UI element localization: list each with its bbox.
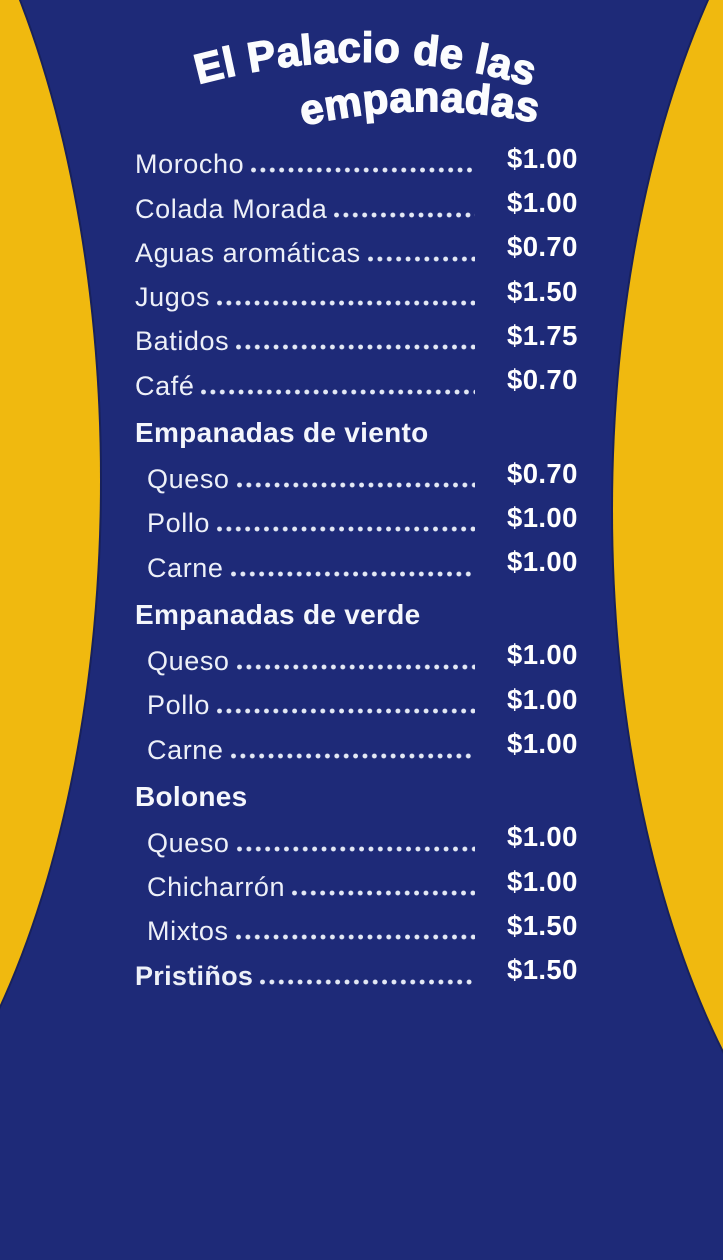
restaurant-title: El Palacio de las empanadas xyxy=(189,23,544,135)
item-name: Batidos xyxy=(135,326,230,357)
menu-row: Carne $1.00 xyxy=(135,725,591,769)
menu-row: Pollo $1.00 xyxy=(135,681,591,725)
menu-list: Morocho $1.00 Colada Morada $1.00 Aguas … xyxy=(135,140,591,996)
item-name: Queso xyxy=(147,827,230,858)
menu-row: Colada Morada $1.00 xyxy=(135,184,591,228)
section-header-bolones: Bolones xyxy=(135,770,591,819)
menu-row: Queso $0.70 xyxy=(135,455,591,499)
section-header-empanadas-de-viento: Empanadas de viento xyxy=(135,406,591,455)
menu-row: Aguas aromáticas $0.70 xyxy=(135,229,591,273)
dotted-leader xyxy=(228,750,475,761)
item-price: $1.00 xyxy=(507,546,578,578)
menu-row: Batidos $1.75 xyxy=(135,317,591,361)
menu-row: Chicharrón $1.00 xyxy=(135,863,591,907)
item-price: $0.70 xyxy=(507,364,578,396)
dotted-leader xyxy=(234,342,475,353)
menu-row: Pollo $1.00 xyxy=(135,499,591,543)
dotted-leader xyxy=(365,253,475,264)
menu-row: Carne $1.00 xyxy=(135,543,591,587)
item-price: $1.00 xyxy=(507,728,578,760)
left-yellow-shape xyxy=(0,0,100,1230)
item-price: $0.70 xyxy=(507,231,578,263)
section-header-empanadas-de-verde: Empanadas de verde xyxy=(135,588,591,637)
item-price: $1.00 xyxy=(507,187,578,219)
item-name: Chicharrón xyxy=(147,872,286,903)
dotted-leader xyxy=(290,888,475,899)
menu-row: Café $0.70 xyxy=(135,361,591,405)
item-price: $1.50 xyxy=(507,954,578,986)
item-price: $1.00 xyxy=(507,865,578,897)
item-name: Pristiños xyxy=(135,960,254,991)
menu-row: Mixtos $1.50 xyxy=(135,907,591,951)
dotted-leader xyxy=(332,209,475,220)
menu-row: Pristiños $1.50 xyxy=(135,951,591,995)
dotted-leader xyxy=(215,706,475,717)
menu-row: Jugos $1.50 xyxy=(135,273,591,317)
item-price: $0.70 xyxy=(507,457,578,489)
dotted-leader xyxy=(234,843,475,854)
item-price: $1.50 xyxy=(507,909,578,941)
right-yellow-shape xyxy=(613,0,723,1260)
dotted-leader xyxy=(258,976,475,987)
item-name: Pollo xyxy=(147,508,211,539)
dotted-leader xyxy=(215,298,475,309)
section-header-text: Empanadas de viento xyxy=(135,416,429,448)
dotted-leader xyxy=(249,165,475,176)
item-price: $1.00 xyxy=(507,821,578,853)
item-name: Colada Morada xyxy=(135,193,328,224)
item-name: Carne xyxy=(147,734,224,765)
item-price: $1.00 xyxy=(507,683,578,715)
title-line-2: empanadas xyxy=(295,73,545,136)
dotted-leader xyxy=(234,480,475,491)
dotted-leader xyxy=(234,661,475,672)
section-header-text: Bolones xyxy=(135,780,248,812)
item-price: $1.50 xyxy=(507,275,578,307)
item-price: $1.00 xyxy=(507,501,578,533)
menu-row: Queso $1.00 xyxy=(135,819,591,863)
item-name: Aguas aromáticas xyxy=(135,237,361,268)
item-price: $1.00 xyxy=(507,639,578,671)
item-name: Mixtos xyxy=(147,916,229,947)
dotted-leader xyxy=(199,386,475,397)
section-header-text: Empanadas de verde xyxy=(135,598,421,630)
item-name: Queso xyxy=(147,645,230,676)
item-name: Café xyxy=(135,370,195,401)
item-price: $1.00 xyxy=(507,142,578,174)
item-name: Pollo xyxy=(147,690,211,721)
item-name: Queso xyxy=(147,464,230,495)
dotted-leader xyxy=(228,568,475,579)
svg-text:empanadas: empanadas xyxy=(295,73,544,134)
menu-row: Queso $1.00 xyxy=(135,637,591,681)
item-name: Morocho xyxy=(135,149,245,180)
menu-row: Morocho $1.00 xyxy=(135,140,591,184)
item-price: $1.75 xyxy=(507,319,578,351)
item-name: Jugos xyxy=(135,282,211,313)
dotted-leader xyxy=(233,932,475,943)
item-name: Carne xyxy=(147,552,224,583)
dotted-leader xyxy=(215,524,475,535)
